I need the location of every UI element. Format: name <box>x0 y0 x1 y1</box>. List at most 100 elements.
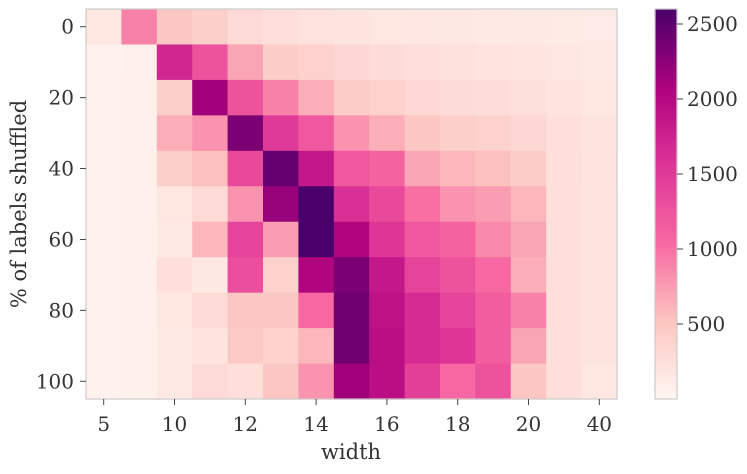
heatmap-cell <box>369 257 406 294</box>
heatmap-cell <box>404 9 441 46</box>
heatmap-cell <box>581 44 618 81</box>
heatmap-cell <box>156 292 193 329</box>
colorbar-tick-label: 2500 <box>687 12 738 36</box>
heatmap-cell <box>298 44 335 81</box>
heatmap-cell <box>475 9 512 46</box>
heatmap-cell <box>369 44 406 81</box>
heatmap-cell <box>546 221 583 258</box>
x-tick-label: 18 <box>445 412 470 436</box>
heatmap-cell <box>510 150 547 187</box>
heatmap-cell <box>192 79 229 116</box>
heatmap-cell <box>263 150 299 187</box>
heatmap-cell <box>475 79 512 116</box>
colorbar-tick-label: 1500 <box>687 162 738 186</box>
heatmap-cell <box>510 44 547 81</box>
heatmap-cell <box>475 257 512 294</box>
heatmap-cell <box>227 257 264 294</box>
y-tick-label: 100 <box>36 369 74 393</box>
heatmap-cell <box>510 363 547 400</box>
heatmap-cell <box>121 292 158 329</box>
heatmap-cell <box>263 186 299 223</box>
heatmap-cell <box>298 328 335 365</box>
heatmap-cell <box>156 150 193 187</box>
heatmap-cell <box>298 150 335 187</box>
heatmap-cell <box>156 186 193 223</box>
heatmap-cell <box>121 44 158 81</box>
heatmap-cell <box>86 186 122 223</box>
heatmap-cell <box>369 9 406 46</box>
heatmap-cell <box>121 115 158 152</box>
heatmap-cell <box>86 115 122 152</box>
heatmap-cell <box>581 221 618 258</box>
heatmap-cell <box>298 186 335 223</box>
heatmap-cell <box>404 257 441 294</box>
heatmap-cell <box>227 328 264 365</box>
heatmap-cell <box>227 363 264 400</box>
heatmap-cell <box>440 115 476 152</box>
heatmap-cell <box>546 150 583 187</box>
heatmap-cell <box>263 292 299 329</box>
heatmap-cell <box>121 186 158 223</box>
x-axis: 5 10 12 14 16 18 20 40 <box>97 399 612 436</box>
heatmap-cell <box>333 115 370 152</box>
heatmap-cell <box>121 363 158 400</box>
heatmap-cell <box>581 292 618 329</box>
heatmap-cell <box>581 9 618 46</box>
heatmap-cell <box>475 363 512 400</box>
heatmap-cell <box>156 44 193 81</box>
heatmap-cell <box>440 79 476 116</box>
heatmap-cell <box>510 221 547 258</box>
heatmap-cell <box>510 9 547 46</box>
plot-frame <box>85 8 618 400</box>
colorbar-tick-label: 1000 <box>687 237 738 261</box>
heatmap-cell <box>440 9 476 46</box>
heatmap-cell <box>510 328 547 365</box>
heatmap-cell <box>263 9 299 46</box>
x-axis-label: width <box>321 440 381 464</box>
y-axis-label: % of labels shuffled <box>7 100 31 308</box>
colorbar-tick-label: 500 <box>687 312 725 336</box>
x-tick-label: 20 <box>516 412 541 436</box>
heatmap-cell <box>475 328 512 365</box>
heatmap-cell <box>121 79 158 116</box>
heatmap-cell <box>404 115 441 152</box>
heatmap-cell <box>440 186 476 223</box>
x-tick-label: 12 <box>233 412 258 436</box>
heatmap-cell <box>510 79 547 116</box>
heatmap-cell <box>156 363 193 400</box>
heatmap-cell <box>404 79 441 116</box>
heatmap-cell <box>298 9 335 46</box>
heatmap-cell <box>227 292 264 329</box>
heatmap-cell <box>192 186 229 223</box>
heatmap-cell <box>192 292 229 329</box>
heatmap-cell <box>263 328 299 365</box>
heatmap-cell <box>156 9 193 46</box>
heatmap-cell <box>475 221 512 258</box>
heatmap-cell <box>333 221 370 258</box>
heatmap-cell <box>510 115 547 152</box>
heatmap-cell <box>440 363 476 400</box>
heatmap-cell <box>121 150 158 187</box>
heatmap-cell <box>404 186 441 223</box>
heatmap-cell <box>369 186 406 223</box>
heatmap-cell <box>121 221 158 258</box>
heatmap-cell <box>86 257 122 294</box>
heatmap-cell <box>263 115 299 152</box>
colorbar <box>654 8 678 400</box>
heatmap-cell <box>121 9 158 46</box>
heatmap-cell <box>333 79 370 116</box>
heatmap-cell <box>581 150 618 187</box>
x-tick-label: 14 <box>303 412 328 436</box>
heatmap-cell <box>369 221 406 258</box>
heatmap-cell <box>369 79 406 116</box>
heatmap-cell <box>369 328 406 365</box>
heatmap-cell <box>581 79 618 116</box>
heatmap-cell <box>440 44 476 81</box>
heatmap-cell <box>510 257 547 294</box>
x-tick-label: 10 <box>162 412 187 436</box>
heatmap-cell <box>227 44 264 81</box>
heatmap-cell <box>440 292 476 329</box>
heatmap-cell <box>227 150 264 187</box>
heatmap-cell <box>333 186 370 223</box>
heatmap-cell <box>192 363 229 400</box>
